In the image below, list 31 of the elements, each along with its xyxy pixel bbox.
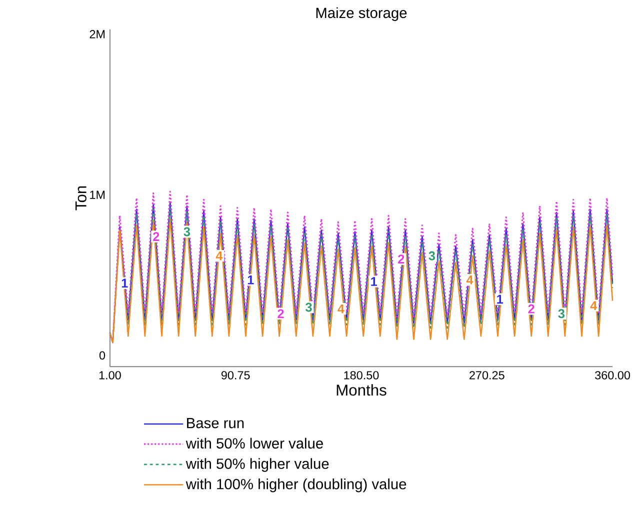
x-tick-label: 180.50	[344, 370, 379, 380]
legend-label: with 100% higher (doubling) value	[186, 478, 406, 492]
legend-label: with 50% higher value	[186, 458, 329, 472]
x-tick-label: 90.75	[221, 370, 250, 380]
annotation: 4	[338, 304, 344, 314]
annotation: 2	[278, 309, 284, 318]
annotation: 3	[184, 227, 190, 236]
x-axis-title: Months	[336, 384, 386, 396]
annotation: 2	[398, 254, 404, 264]
annotation: 2	[528, 304, 534, 314]
annotation: 4	[590, 301, 598, 310]
chart-title: Maize storage	[316, 7, 407, 21]
x-tick-label: 360.00	[595, 370, 630, 380]
annotation: 1	[497, 294, 504, 304]
legend-label: Base run	[187, 418, 244, 428]
annotation: 3	[428, 251, 436, 260]
y-tick-label: 0	[99, 351, 106, 360]
annotation: 1	[371, 277, 378, 286]
y-tick-label: 2M	[90, 30, 105, 38]
annotation: 4	[466, 275, 474, 284]
annotation: 1	[122, 278, 128, 288]
x-tick-label: 270.25	[470, 370, 504, 380]
annotation: 2	[153, 232, 160, 241]
y-tick-label: 1M	[90, 190, 105, 199]
y-axis-title: Ton	[76, 186, 86, 210]
annotation: 3	[558, 309, 565, 318]
annotation: 4	[216, 251, 223, 260]
x-tick-label: 1.00	[99, 370, 121, 380]
annotation: 3	[306, 302, 312, 312]
legend-label: with 50% lower value	[186, 438, 323, 448]
annotation: 1	[248, 275, 254, 284]
